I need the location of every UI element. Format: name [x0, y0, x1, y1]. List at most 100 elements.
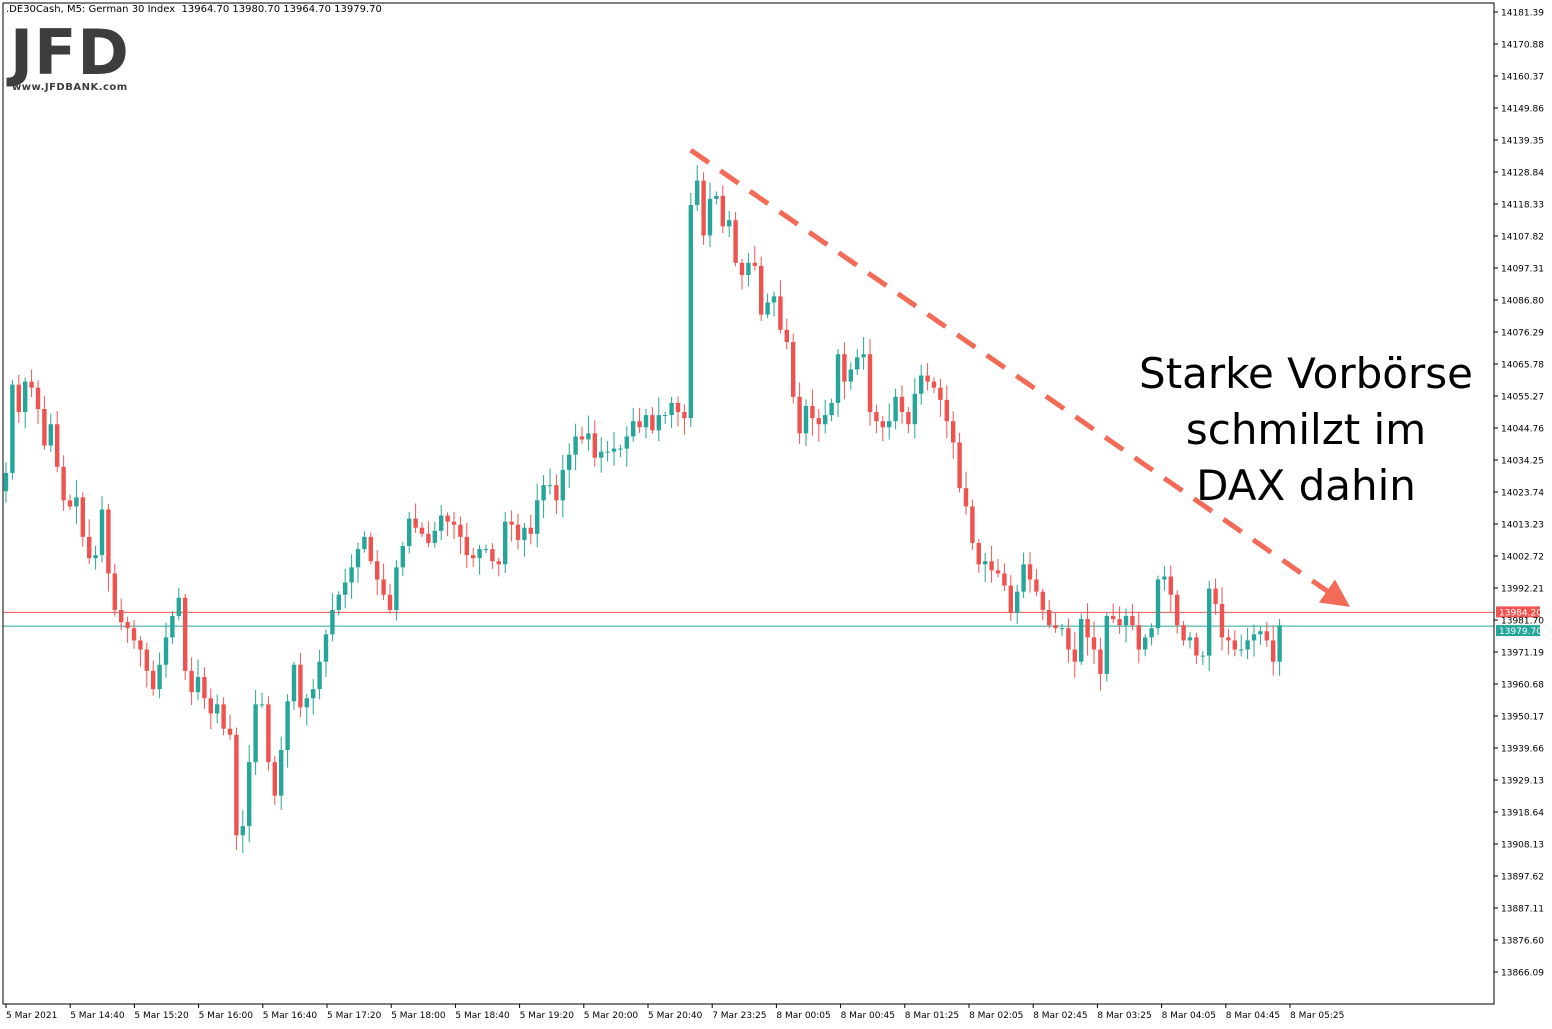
bear-candle	[1130, 603, 1135, 631]
bull-candle	[1200, 651, 1205, 665]
candle-body	[272, 762, 277, 796]
price-line-tag	[1496, 625, 1540, 637]
bear-candle	[80, 492, 85, 547]
candle-body	[944, 399, 949, 422]
bear-candle	[675, 396, 681, 427]
y-tick-label: 14128.84	[1501, 169, 1544, 179]
chart-header: .DE30Cash, M5: German 30 Index 13964.70 …	[6, 4, 382, 15]
y-tick-label: 13950.17	[1501, 713, 1544, 723]
bull-candle	[439, 505, 444, 541]
bear-candle	[16, 374, 21, 423]
bear-candle	[106, 503, 111, 592]
candle-body	[515, 524, 521, 540]
bull-candle	[983, 552, 988, 583]
bear-candle	[906, 407, 911, 434]
candle-body	[1200, 655, 1205, 657]
bull-candle	[291, 661, 297, 710]
bear-candle	[112, 563, 117, 617]
candle-body	[330, 609, 335, 635]
bull-candle	[3, 462, 9, 503]
bear-candle	[272, 755, 277, 805]
logo-brand: JFD	[10, 16, 130, 89]
bull-candle	[848, 362, 853, 391]
bear-candle	[451, 511, 457, 539]
y-tick-label: 13908.13	[1501, 841, 1544, 851]
candle-body	[1213, 588, 1218, 604]
candle-body	[720, 195, 725, 227]
bear-candle	[899, 385, 905, 424]
candle-body	[618, 448, 623, 450]
bull-candle	[919, 364, 924, 405]
bear-candle	[131, 619, 137, 649]
candle-body	[541, 485, 546, 501]
bull-candle	[771, 291, 777, 317]
bear-candle	[464, 522, 469, 568]
bull-candle	[336, 591, 341, 616]
y-tick-label: 14086.80	[1501, 297, 1544, 307]
bear-candle	[189, 657, 194, 706]
bull-candle	[1104, 612, 1109, 682]
bull-candle	[10, 379, 15, 480]
bear-candle	[944, 385, 949, 439]
bear-candle	[1136, 611, 1141, 664]
candle-body	[1226, 637, 1231, 641]
candle-body	[957, 442, 962, 489]
candle-body	[477, 549, 482, 559]
x-tick-label: 8 Mar 02:45	[1033, 1011, 1087, 1021]
bear-candle	[752, 246, 757, 271]
y-tick-label: 14065.78	[1501, 361, 1544, 371]
bear-candle	[458, 516, 463, 555]
candle-body	[279, 750, 284, 796]
y-tick-label: 13971.19	[1501, 649, 1544, 659]
candle-body	[471, 555, 476, 559]
x-tick-label: 5 Mar 14:40	[70, 1011, 125, 1021]
candle-body	[394, 567, 399, 610]
candle-body	[317, 661, 322, 690]
bear-candle	[970, 499, 975, 550]
candle-body	[247, 762, 252, 827]
bull-candle	[573, 423, 578, 471]
candle-body	[99, 509, 105, 556]
y-tick-label: 13992.21	[1501, 585, 1544, 595]
candle-body	[67, 500, 73, 507]
candle-body	[74, 497, 79, 507]
bear-candle	[61, 455, 66, 511]
candle-body	[42, 409, 47, 446]
candle-body	[343, 582, 348, 595]
candle-body	[1008, 585, 1013, 613]
bear-candle	[791, 333, 796, 404]
candle-body	[1264, 631, 1269, 641]
bear-candle	[1034, 568, 1039, 597]
bear-candle	[759, 256, 764, 322]
bear-candle	[720, 185, 725, 234]
y-tick-label: 14160.37	[1501, 73, 1544, 83]
bear-candle	[797, 382, 802, 444]
candle-body	[1175, 594, 1180, 626]
x-tick-label: 8 Mar 05:25	[1290, 1011, 1344, 1021]
candle-body	[535, 500, 540, 534]
x-tick-label: 8 Mar 01:25	[905, 1011, 959, 1021]
candle-body	[560, 469, 565, 501]
candle-body	[1066, 628, 1071, 650]
bear-candle	[701, 172, 706, 245]
candle-body	[215, 704, 220, 714]
candle-body	[682, 412, 687, 419]
bull-candle	[669, 397, 674, 429]
candle-body	[1098, 649, 1103, 674]
bull-candle	[541, 475, 546, 519]
candle-body	[695, 180, 700, 206]
y-tick-label: 14023.74	[1501, 489, 1544, 499]
candle-body	[61, 466, 66, 501]
candle-body	[227, 728, 233, 735]
candle-body	[1232, 640, 1237, 650]
bear-candle	[995, 559, 1001, 578]
candle-body	[995, 570, 1001, 574]
x-tick-label: 5 Mar 17:20	[327, 1011, 382, 1021]
bear-candle	[1213, 578, 1218, 615]
y-tick-label: 13939.66	[1501, 745, 1544, 755]
candle-body	[1002, 573, 1007, 586]
candle-body	[573, 436, 578, 455]
candle-body	[848, 369, 853, 382]
